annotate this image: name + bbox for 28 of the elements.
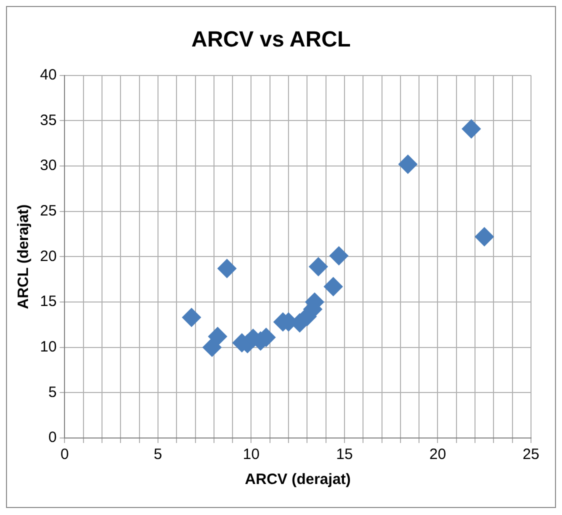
x-tick-label: 0 (60, 446, 69, 464)
point (202, 338, 222, 357)
y-tick-label: 0 (48, 429, 57, 446)
point (462, 119, 481, 138)
point (474, 227, 494, 246)
x-tick-label: 5 (154, 446, 162, 464)
point (308, 257, 328, 276)
y-tick-label: 5 (48, 384, 57, 401)
y-tick-label: 40 (40, 66, 57, 84)
point (398, 154, 418, 174)
y-tick-label: 30 (40, 157, 57, 174)
point (324, 277, 343, 296)
chart-title: ARCV vs ARCL (191, 26, 351, 52)
y-tick-label: 15 (40, 293, 57, 310)
point (329, 246, 348, 266)
x-tick-label: 20 (429, 446, 446, 464)
y-tick-label: 10 (40, 338, 57, 356)
y-axis-title: ARCL (derajat) (15, 204, 32, 310)
point (217, 258, 236, 278)
x-tick-label: 25 (522, 446, 540, 464)
y-tick-label: 25 (40, 202, 57, 220)
x-tick-label: 10 (242, 446, 260, 464)
y-tick-label: 35 (40, 112, 57, 129)
y-tick-label: 20 (40, 248, 57, 265)
point (208, 326, 228, 346)
point (182, 308, 202, 327)
x-axis-title: ARCV (derajat) (244, 471, 351, 488)
x-tick-label: 15 (336, 446, 353, 464)
